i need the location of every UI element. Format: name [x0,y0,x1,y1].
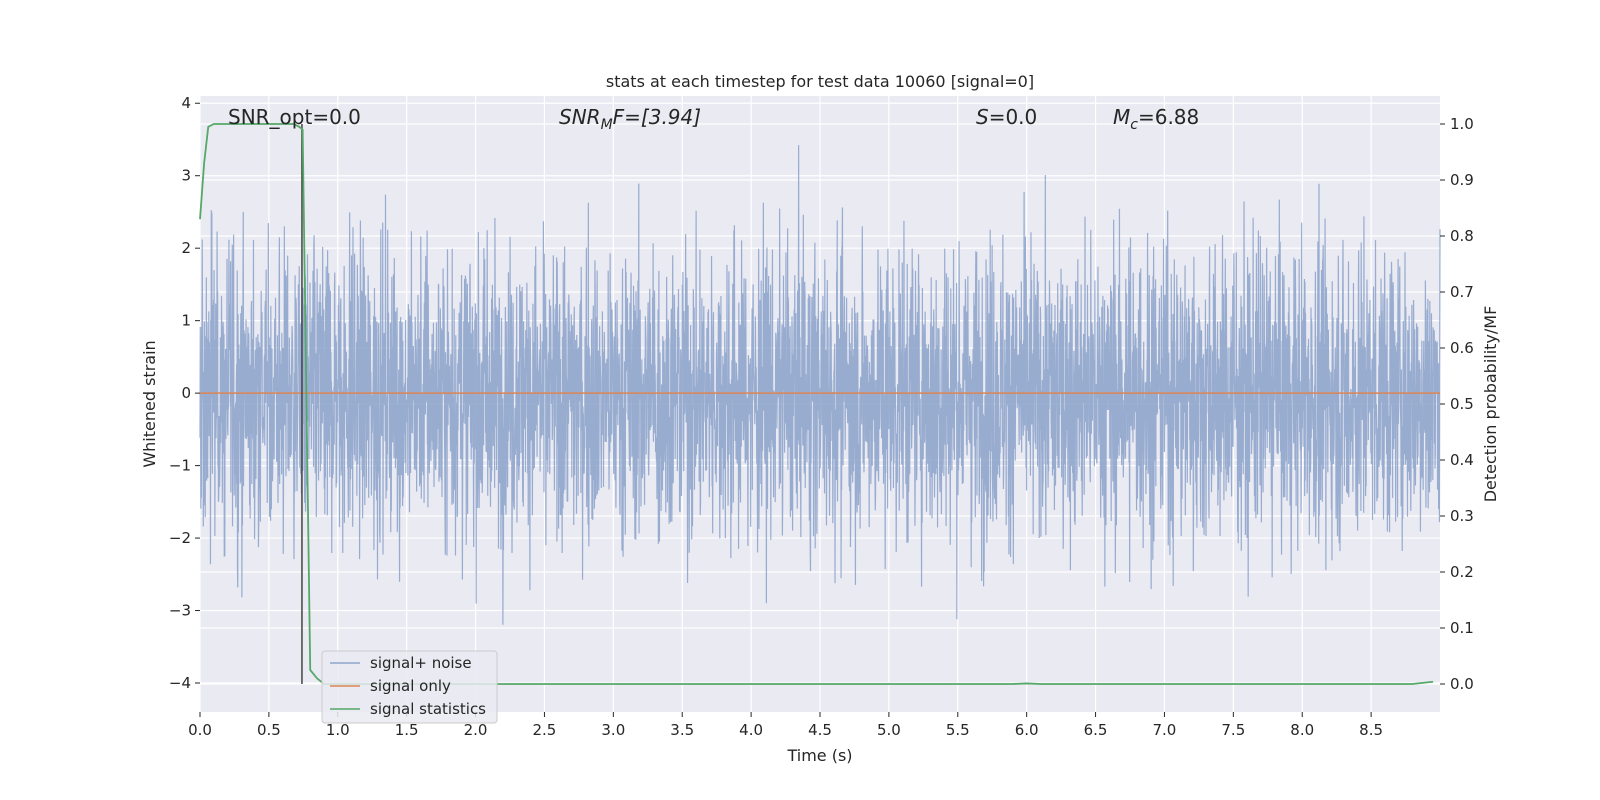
x-tick-label-0: 0.0 [188,721,212,739]
x-tick-label-12: 6.0 [1015,721,1039,739]
y-tick-label-2: −2 [169,529,191,547]
legend-label-signal-statistics: signal statistics [370,700,486,718]
x-tick-label-5: 2.5 [533,721,557,739]
y-tick-label-6: 2 [181,239,191,257]
x-tick-label-3: 1.5 [395,721,419,739]
x-ticks: 0.0 0.5 1.0 1.5 2.0 2.5 3.0 3.5 4.0 4.5 5.0 5.5 6.0 6… [188,712,1383,739]
y-tick-label-3: −1 [169,457,191,475]
x-tick-label-10: 5.0 [877,721,901,739]
annotation-snr-mf: SNRMF=[3.94] [559,105,701,133]
y2-tick-label-9: 0.9 [1450,171,1474,189]
x-tick-label-4: 2.0 [464,721,488,739]
overlay-series [199,123,1440,685]
x-tick-label-1: 0.5 [257,721,281,739]
signal-noise-series [199,145,1441,625]
y2-tick-label-10: 1.0 [1450,115,1474,133]
x-tick-label-15: 7.5 [1221,721,1245,739]
annotation-s: S=0.0 [976,105,1037,129]
y-tick-label-0: −4 [169,674,191,692]
y2-tick-label-8: 0.8 [1450,227,1474,245]
legend-box [321,650,498,724]
x-tick-label-2: 1.0 [326,721,350,739]
y-tick-label-5: 1 [181,312,191,330]
legend-label-signal-noise: signal+ noise [370,654,472,672]
legend: signal+ noise signal only signal statist… [321,650,498,724]
x-axis-label: Time (s) [786,746,852,765]
chart-title: stats at each timestep for test data 100… [606,72,1034,91]
series-signal-statistics-line [199,123,1434,685]
x-tick-label-8: 4.0 [739,721,763,739]
y2-tick-label-2: 0.2 [1450,563,1474,581]
y-axis-label: Whitened strain [140,340,159,467]
y2-tick-label-1: 0.1 [1450,619,1474,637]
x-tick-label-13: 6.5 [1084,721,1108,739]
legend-label-signal-only: signal only [370,677,451,695]
y2-axis-label: Detection probability/MF [1481,306,1500,503]
annotation-snr-opt: SNR_opt=0.0 [228,105,361,129]
x-tick-label-17: 8.5 [1359,721,1383,739]
x-tick-label-14: 7.0 [1153,721,1177,739]
series-signal-noise-line [199,145,1441,625]
y2-tick-label-7: 0.7 [1450,283,1474,301]
y2-tick-label-0: 0.0 [1450,675,1474,693]
x-tick-label-7: 3.5 [670,721,694,739]
y-tick-label-1: −3 [169,602,191,620]
x-tick-label-11: 5.5 [946,721,970,739]
y2-tick-label-5: 0.5 [1450,395,1474,413]
annotation-mc: Mc=6.88 [1113,105,1199,133]
y2-tick-label-3: 0.3 [1450,507,1474,525]
y-tick-label-4: 0 [181,384,191,402]
y2-tick-label-6: 0.6 [1450,339,1474,357]
x-tick-label-16: 8.0 [1290,721,1314,739]
x-tick-label-6: 3.0 [601,721,625,739]
y-tick-label-7: 3 [181,167,191,185]
y-tick-label-8: 4 [181,94,191,112]
y-ticks: −4 −3 −2 −1 0 1 2 3 4 [169,94,200,692]
y2-tick-label-4: 0.4 [1450,451,1474,469]
x-tick-label-9: 4.5 [808,721,832,739]
y2-ticks: 0.0 0.1 0.2 0.3 0.4 0.5 0.6 0.7 0.8 0.9 1.0 [1440,115,1474,693]
